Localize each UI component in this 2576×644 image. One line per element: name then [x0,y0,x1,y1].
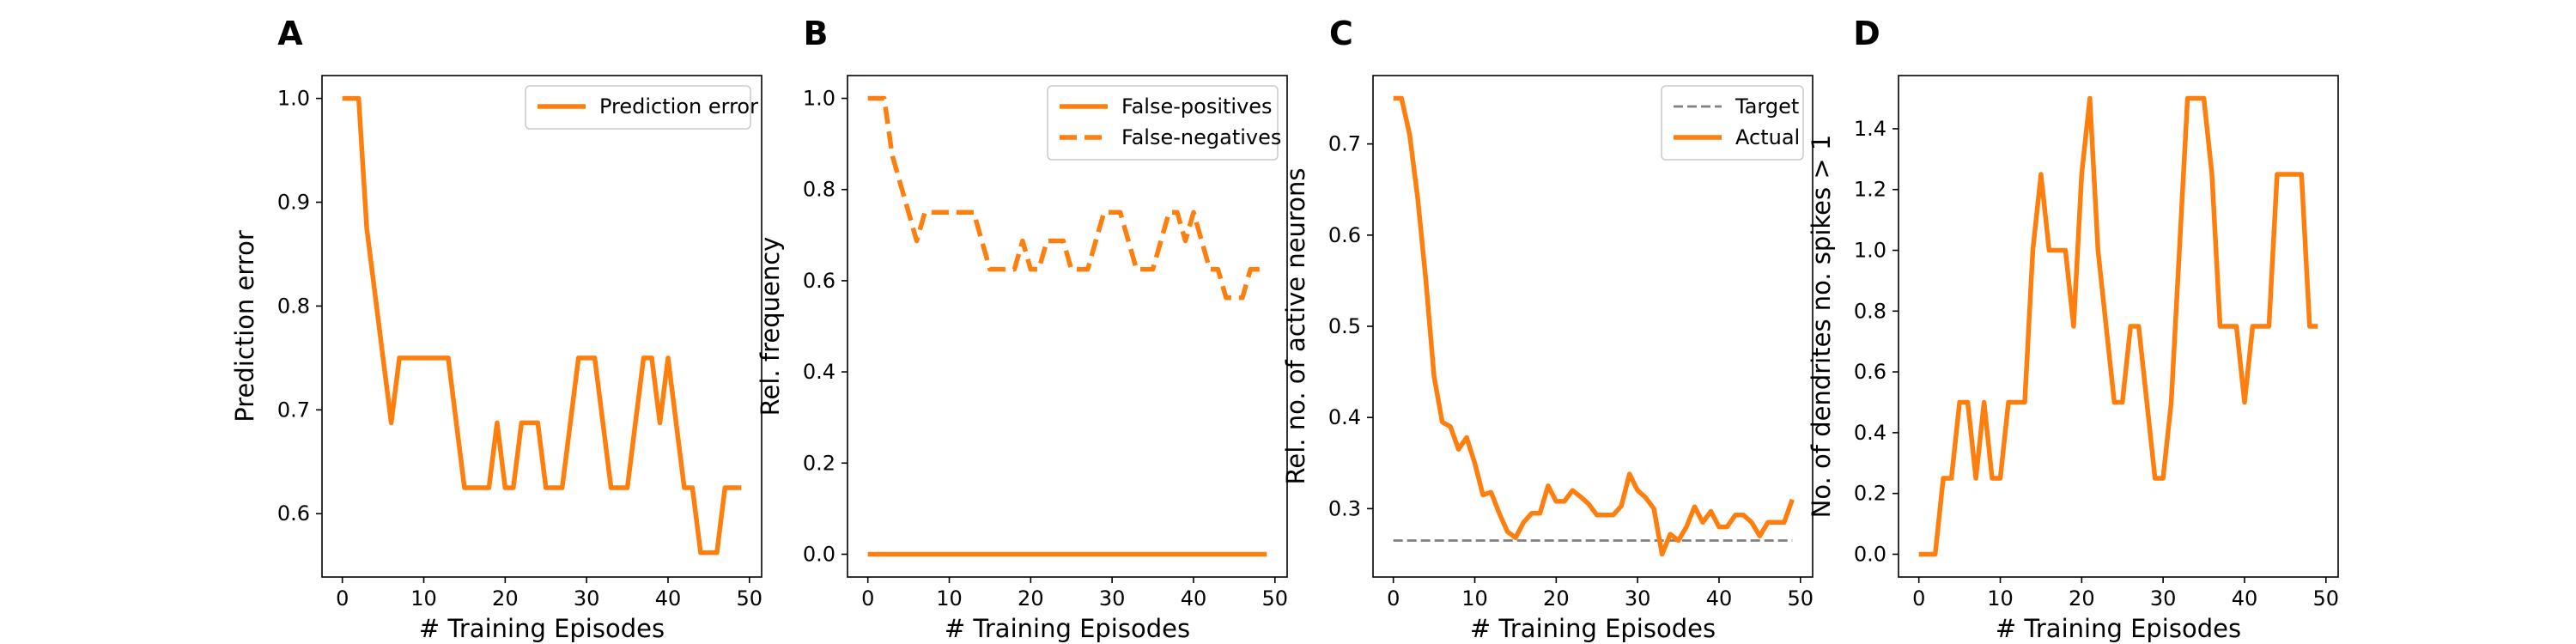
y-tick-label: 1.4 [1854,117,1886,141]
x-tick-label: 50 [2313,586,2340,611]
y-axis-label: Rel. frequency [756,237,785,416]
x-tick-label: 30 [1099,586,1126,611]
x-axis-label: # Training Episodes [1996,614,2241,643]
y-tick-label: 0.4 [1854,421,1886,445]
x-tick-label: 40 [1706,586,1733,611]
panel-a: A 0 10 20 30 40 50 0.6 0.7 0.8 0.9 1.0 # Training Ep… [230,15,762,643]
series-group [1918,95,2318,557]
y-tick-label: 1.0 [277,87,310,111]
x-tick-label: 0 [1387,586,1400,611]
y-tick-label: 1.2 [1854,178,1886,202]
legend-box [1661,85,1804,161]
x-tick-label: 30 [2150,586,2177,611]
x-tick-label: 0 [1912,586,1925,611]
y-tick-label: 0.2 [1854,482,1886,506]
legend: Prediction error [525,85,758,130]
y-tick-label: 0.6 [1854,360,1886,384]
series-group [1393,95,1795,557]
x-tick-label: 30 [574,586,600,611]
x-tick-label: 40 [1181,586,1207,611]
legend: Target Actual [1661,85,1804,161]
x-tick-label: 50 [737,586,763,611]
x-tick-label: 10 [410,586,437,611]
plot-frame [847,75,1288,578]
y-tick-label: 0.6 [277,501,310,526]
panel-d: D 0 10 20 30 40 50 0.0 0.2 0.4 0.6 0.8 1.0 1.2 1.4 # Tr… [1807,15,2339,643]
legend-label: Actual [1735,125,1800,149]
y-tick-label: 0.0 [803,542,835,566]
series-line-actual [1393,95,1795,557]
y-tick-label: 0.5 [1328,314,1361,338]
y-tick-label: 1.0 [1854,239,1886,263]
y-tick-label: 0.8 [277,294,310,318]
x-tick-label: 20 [492,586,519,611]
x-tick-label: 10 [936,586,963,611]
y-tick-label: 0.0 [1854,542,1886,566]
x-axis-label: # Training Episodes [419,614,665,643]
x-tick-label: 50 [1262,586,1289,611]
y-tick-label: 0.6 [803,269,835,293]
legend: False-positives False-negatives [1047,85,1281,161]
panel-letter: D [1853,15,1880,52]
series-group [867,95,1267,557]
plot-frame [1898,75,2339,578]
y-axis-label: Rel. no. of active neurons [1281,168,1310,485]
x-tick-label: 20 [1543,586,1570,611]
legend-label: Target [1735,94,1799,118]
y-tick-label: 0.8 [803,178,835,202]
x-tick-label: 20 [2069,586,2095,611]
x-tick-label: 10 [1987,586,2014,611]
y-tick-label: 0.4 [803,360,835,384]
series-line-series-0 [1918,95,2318,557]
x-tick-label: 50 [1788,586,1814,611]
panel-letter: A [277,15,303,52]
panel-b: B 0 10 20 30 40 50 0.0 0.2 0.4 0.6 0.8 1.0 # Training… [756,15,1288,643]
legend-label: Prediction error [599,94,758,118]
legend-label: False-positives [1121,94,1273,118]
x-tick-label: 40 [655,586,682,611]
x-tick-label: 0 [861,586,874,611]
x-axis-label: # Training Episodes [945,614,1190,643]
series-group [342,95,742,556]
y-tick-label: 0.4 [1328,405,1361,429]
x-axis-label: # Training Episodes [1470,614,1716,643]
series-line-prediction-error [342,95,742,556]
y-tick-label: 0.2 [803,451,835,475]
y-tick-label: 0.3 [1328,496,1361,520]
panel-letter: C [1329,15,1353,52]
x-tick-label: 10 [1461,586,1488,611]
y-tick-label: 0.9 [277,191,310,215]
x-tick-label: 0 [336,586,349,611]
y-tick-label: 0.7 [1328,132,1361,156]
series-line-false-negatives [867,95,1267,301]
y-tick-label: 0.6 [1328,223,1361,247]
x-tick-label: 20 [1018,586,1044,611]
panel-c: C 0 10 20 30 40 50 0.3 0.4 0.5 0.6 0.7 # Training Ep… [1281,15,1814,643]
y-axis-label: No. of dendrites no. spikes > 1 [1807,135,1836,519]
y-tick-label: 0.7 [277,398,310,422]
y-tick-label: 1.0 [803,87,835,111]
panel-letter: B [804,15,829,52]
legend-label: False-negatives [1121,125,1281,149]
plot-frame [321,75,762,578]
x-tick-label: 30 [1625,586,1651,611]
legend-box [525,85,751,130]
y-axis-label: Prediction error [230,230,259,422]
x-tick-label: 40 [2232,586,2258,611]
y-tick-label: 0.8 [1854,299,1886,323]
